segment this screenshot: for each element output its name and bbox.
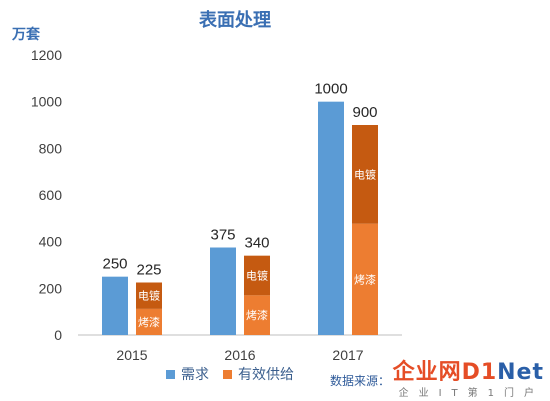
bar-demand <box>210 247 236 335</box>
legend: 需求 有效供给 <box>166 364 294 384</box>
watermark-logo: 企业网D1Net <box>392 360 544 385</box>
data-label-demand: 250 <box>102 256 127 273</box>
bar-segment-plating <box>244 255 270 296</box>
segment-label-paint: 烤漆 <box>246 308 268 322</box>
legend-label-supply: 有效供给 <box>238 367 294 383</box>
legend-item-demand: 需求 <box>166 364 209 384</box>
y-axis-unit: 万套 <box>12 27 40 43</box>
x-tick-label: 2016 <box>224 347 255 363</box>
data-label-supply: 225 <box>136 262 161 279</box>
watermark-subtitle: 企业IT第1门户 <box>398 388 544 399</box>
segment-label-plating: 电镀 <box>138 289 160 303</box>
x-tick-label: 2017 <box>332 347 363 363</box>
y-tick-label: 400 <box>39 234 63 250</box>
legend-swatch-demand <box>166 369 175 379</box>
y-tick-label: 0 <box>54 327 62 343</box>
source-label: 数据来源： <box>330 374 391 388</box>
bar-demand <box>102 276 128 335</box>
bar-segment-plating <box>136 282 162 309</box>
legend-item-supply: 有效供给 <box>223 364 294 384</box>
bar-segment-paint <box>244 295 270 335</box>
chart-title: 表面处理 <box>199 10 271 31</box>
bar-segment-paint <box>352 223 378 335</box>
segment-label-plating: 电镀 <box>354 167 376 181</box>
bar-segment-plating <box>352 125 378 224</box>
data-label-supply: 340 <box>244 235 269 252</box>
segment-label-paint: 烤漆 <box>354 272 376 286</box>
x-tick-label: 2015 <box>116 347 147 363</box>
segment-label-paint: 烤漆 <box>138 315 160 329</box>
data-label-demand: 375 <box>210 227 235 244</box>
data-label-demand: 1000 <box>314 81 347 98</box>
y-tick-label: 800 <box>39 140 63 156</box>
bar-demand <box>318 101 344 336</box>
data-label-supply: 900 <box>352 104 377 121</box>
y-tick-label: 1000 <box>31 94 62 110</box>
segment-label-plating: 电镀 <box>246 269 268 283</box>
y-tick-label: 600 <box>39 187 63 203</box>
legend-label-demand: 需求 <box>181 367 209 383</box>
bar-segment-paint <box>136 308 162 335</box>
y-tick-label: 200 <box>39 280 63 296</box>
legend-swatch-supply <box>223 369 232 379</box>
y-tick-label: 1200 <box>31 47 62 63</box>
